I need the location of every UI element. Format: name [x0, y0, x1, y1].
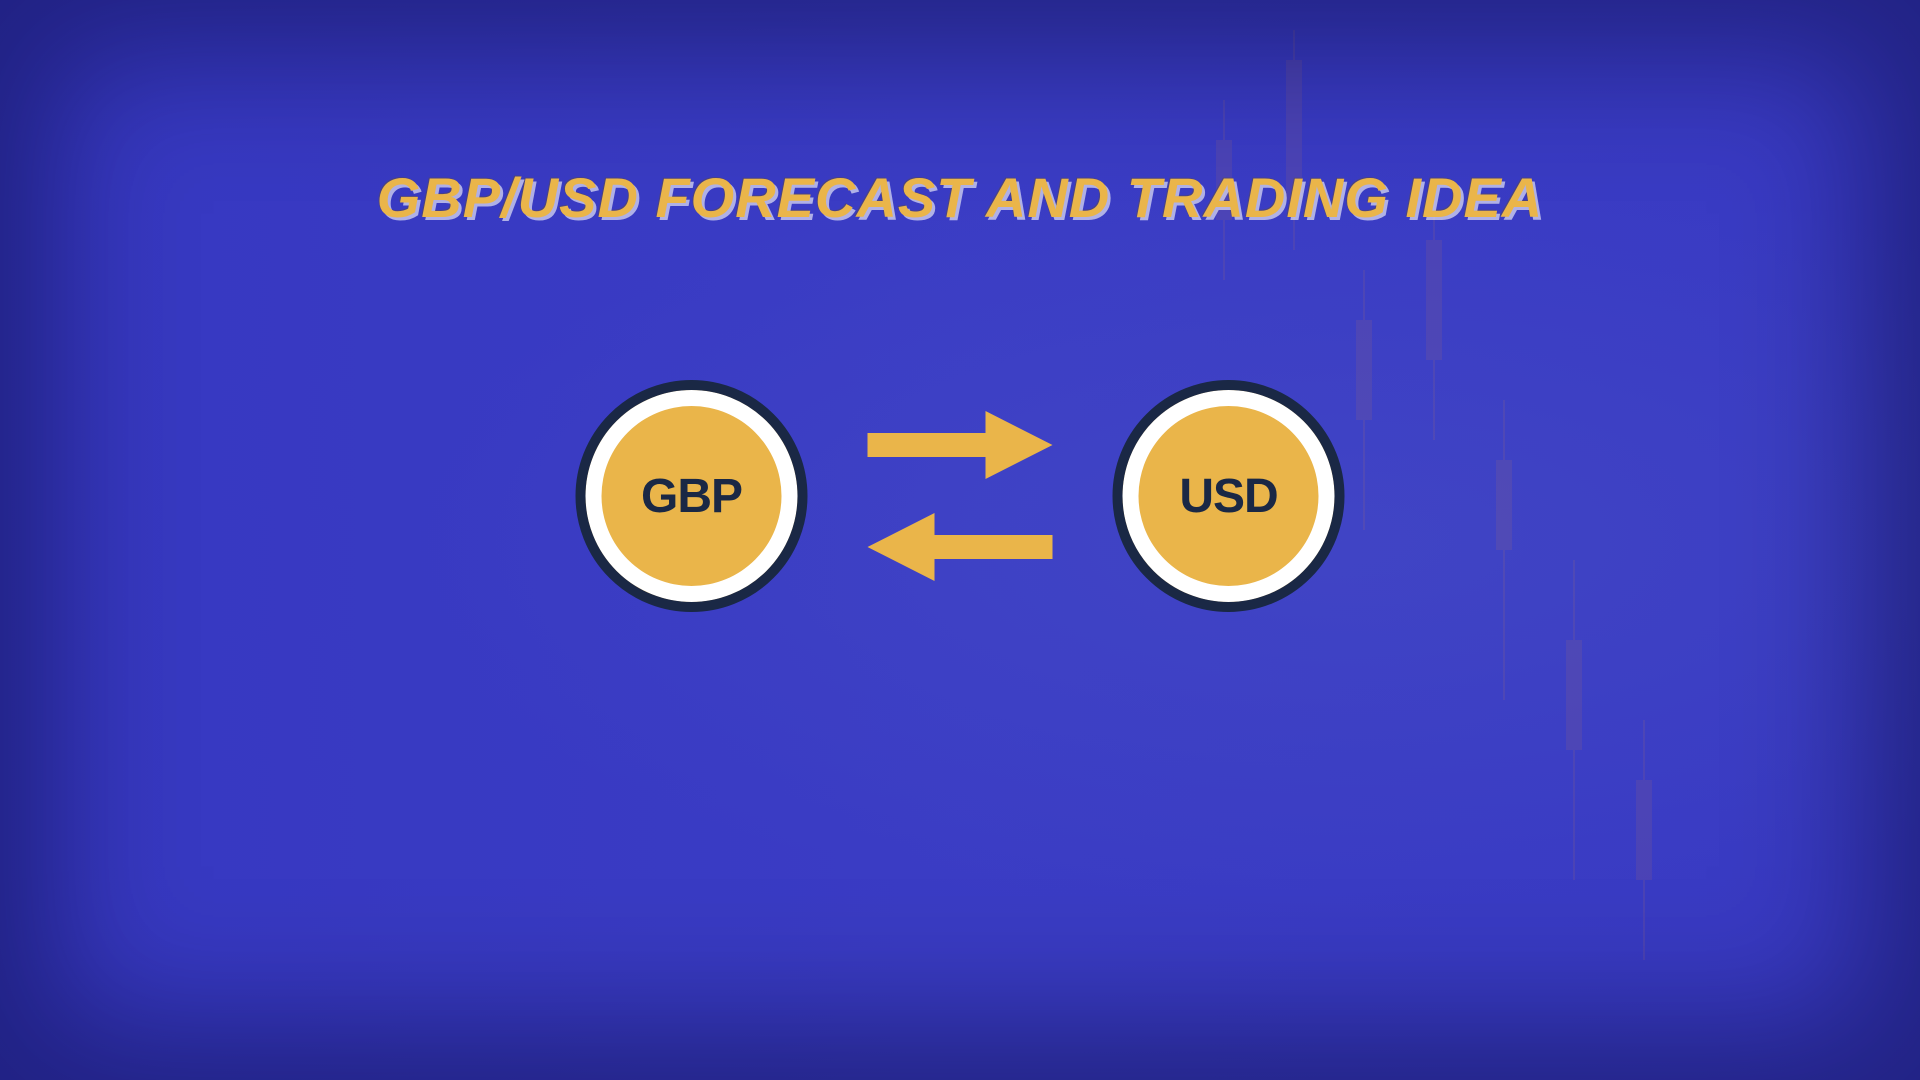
exchange-arrows — [868, 411, 1053, 581]
currency-exchange-graphic: GBP USD — [576, 380, 1345, 612]
coin-usd: USD — [1113, 380, 1345, 612]
coin-usd-label: USD — [1179, 469, 1277, 524]
coin-gbp-label: GBP — [641, 469, 742, 524]
page-title: GBP/USD FORECAST AND TRADING IDEA — [0, 165, 1920, 230]
coin-gbp: GBP — [576, 380, 808, 612]
arrow-right-icon — [868, 411, 1053, 479]
main-content: GBP/USD FORECAST AND TRADING IDEA GBP US… — [0, 0, 1920, 1080]
arrow-left-icon — [868, 513, 1053, 581]
